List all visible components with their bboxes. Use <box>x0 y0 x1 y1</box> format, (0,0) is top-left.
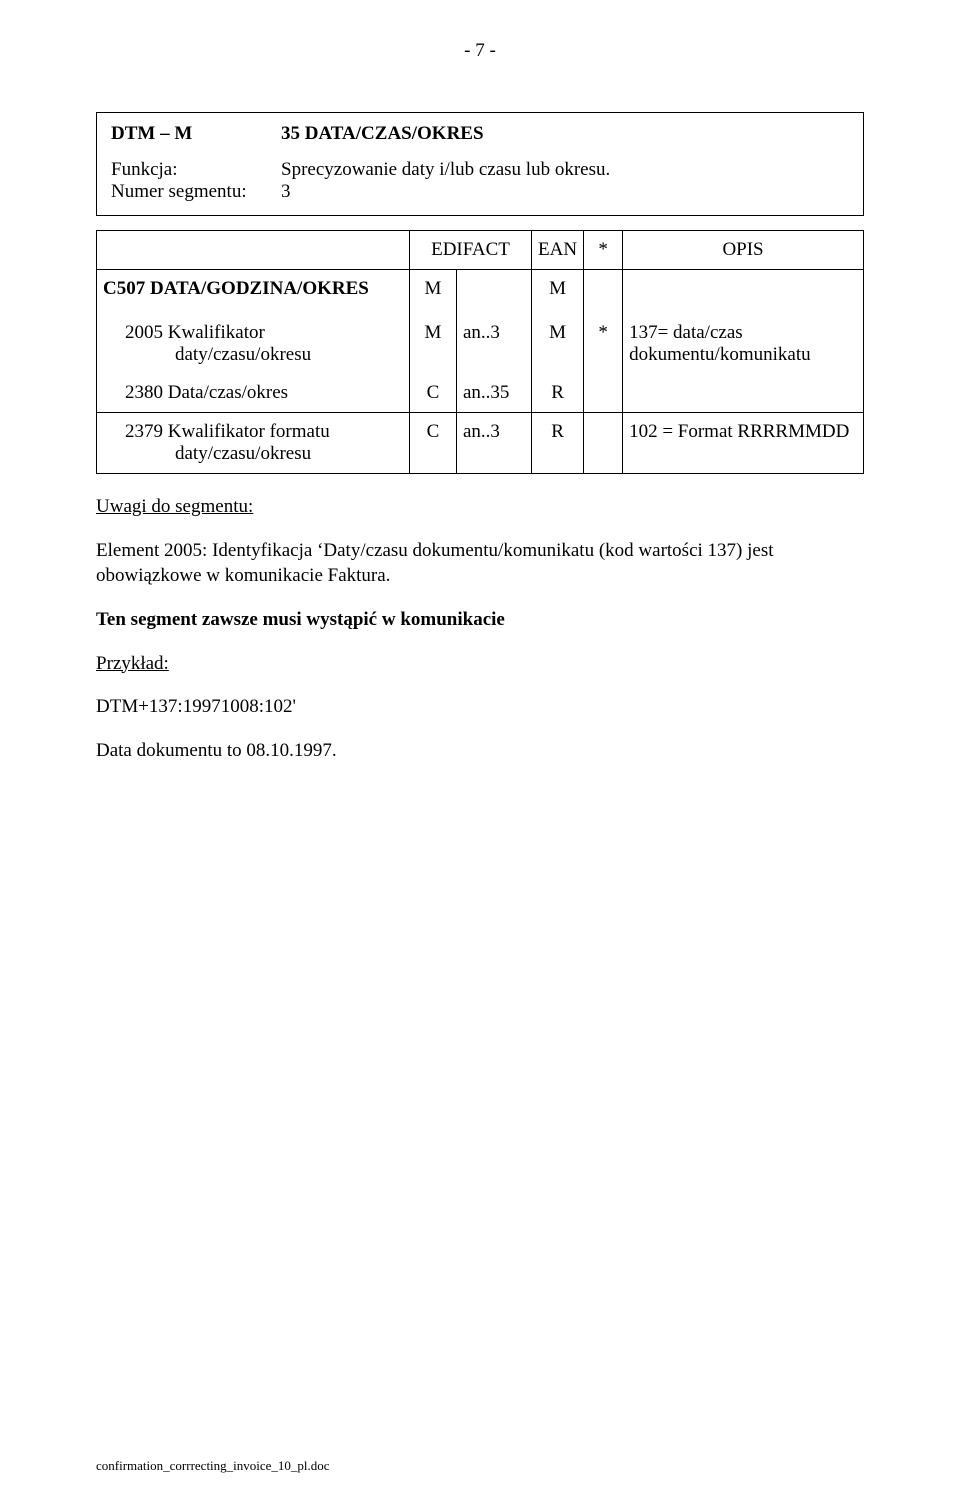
col-edifact: EDIFACT <box>410 231 532 270</box>
segment-code-label: DTM – M <box>111 123 281 145</box>
cell: 2005 Kwalifikator <box>103 322 403 344</box>
cell: * <box>584 308 623 374</box>
notes-heading: Uwagi do segmentu: <box>96 496 253 517</box>
example-line: DTM+137:19971008:102' <box>96 694 864 720</box>
cell: C507 DATA/GODZINA/OKRES <box>103 278 369 299</box>
function-value: Sprecyzowanie daty i/lub czasu lub okres… <box>281 159 610 181</box>
cell: an..3 <box>457 413 532 474</box>
cell: an..3 <box>457 308 532 374</box>
spec-table-box: EDIFACT EAN * OPIS C507 DATA/GODZINA/OKR… <box>96 230 864 474</box>
cell: 102 = Format RRRRMMDD <box>623 413 863 474</box>
col-ean: EAN <box>532 231 584 270</box>
cell: daty/czasu/okresu <box>103 344 403 366</box>
cell: 2379 Kwalifikator formatu <box>103 421 403 443</box>
spec-table: EDIFACT EAN * OPIS C507 DATA/GODZINA/OKR… <box>97 231 863 473</box>
paragraph: Element 2005: Identyfikacja ‘Daty/czasu … <box>96 538 864 589</box>
example-decode: Data dokumentu to 08.10.1997. <box>96 738 864 764</box>
cell <box>623 270 863 309</box>
example-heading: Przykład: <box>96 653 169 674</box>
cell: R <box>532 374 584 413</box>
table-header-row: EDIFACT EAN * OPIS <box>97 231 863 270</box>
col-opis: OPIS <box>623 231 863 270</box>
table-row: 2380 Data/czas/okres C an..35 R <box>97 374 863 413</box>
segment-number-value: 3 <box>281 181 291 203</box>
cell <box>584 270 623 309</box>
cell: M <box>410 308 457 374</box>
cell: daty/czasu/okresu <box>103 443 403 465</box>
cell: R <box>532 413 584 474</box>
cell: M <box>410 270 457 309</box>
page-number: - 7 - <box>96 40 864 62</box>
footer-filename: confirmation_corrrecting_invoice_10_pl.d… <box>96 1458 330 1474</box>
table-row: 2379 Kwalifikator formatu daty/czasu/okr… <box>97 413 863 474</box>
segment-header-box: DTM – M 35 DATA/CZAS/OKRES Funkcja: Spre… <box>96 112 864 216</box>
function-label: Funkcja: <box>111 159 281 181</box>
cell <box>584 374 623 413</box>
cell: 137= data/czas dokumentu/komunikatu <box>623 308 863 374</box>
cell: 2380 Data/czas/okres <box>103 382 403 404</box>
cell: an..35 <box>457 374 532 413</box>
segment-number-label: Numer segmentu: <box>111 181 281 203</box>
paragraph-bold: Ten segment zawsze musi wystąpić w komun… <box>96 607 864 633</box>
cell: M <box>532 308 584 374</box>
table-row: 2005 Kwalifikator daty/czasu/okresu M an… <box>97 308 863 374</box>
cell: C <box>410 413 457 474</box>
cell <box>584 413 623 474</box>
cell <box>623 374 863 413</box>
segment-code-value: 35 DATA/CZAS/OKRES <box>281 123 484 145</box>
col-star: * <box>584 231 623 270</box>
col-desc <box>97 231 410 270</box>
table-row: C507 DATA/GODZINA/OKRES M M <box>97 270 863 309</box>
cell <box>457 270 532 309</box>
cell: C <box>410 374 457 413</box>
cell: M <box>532 270 584 309</box>
